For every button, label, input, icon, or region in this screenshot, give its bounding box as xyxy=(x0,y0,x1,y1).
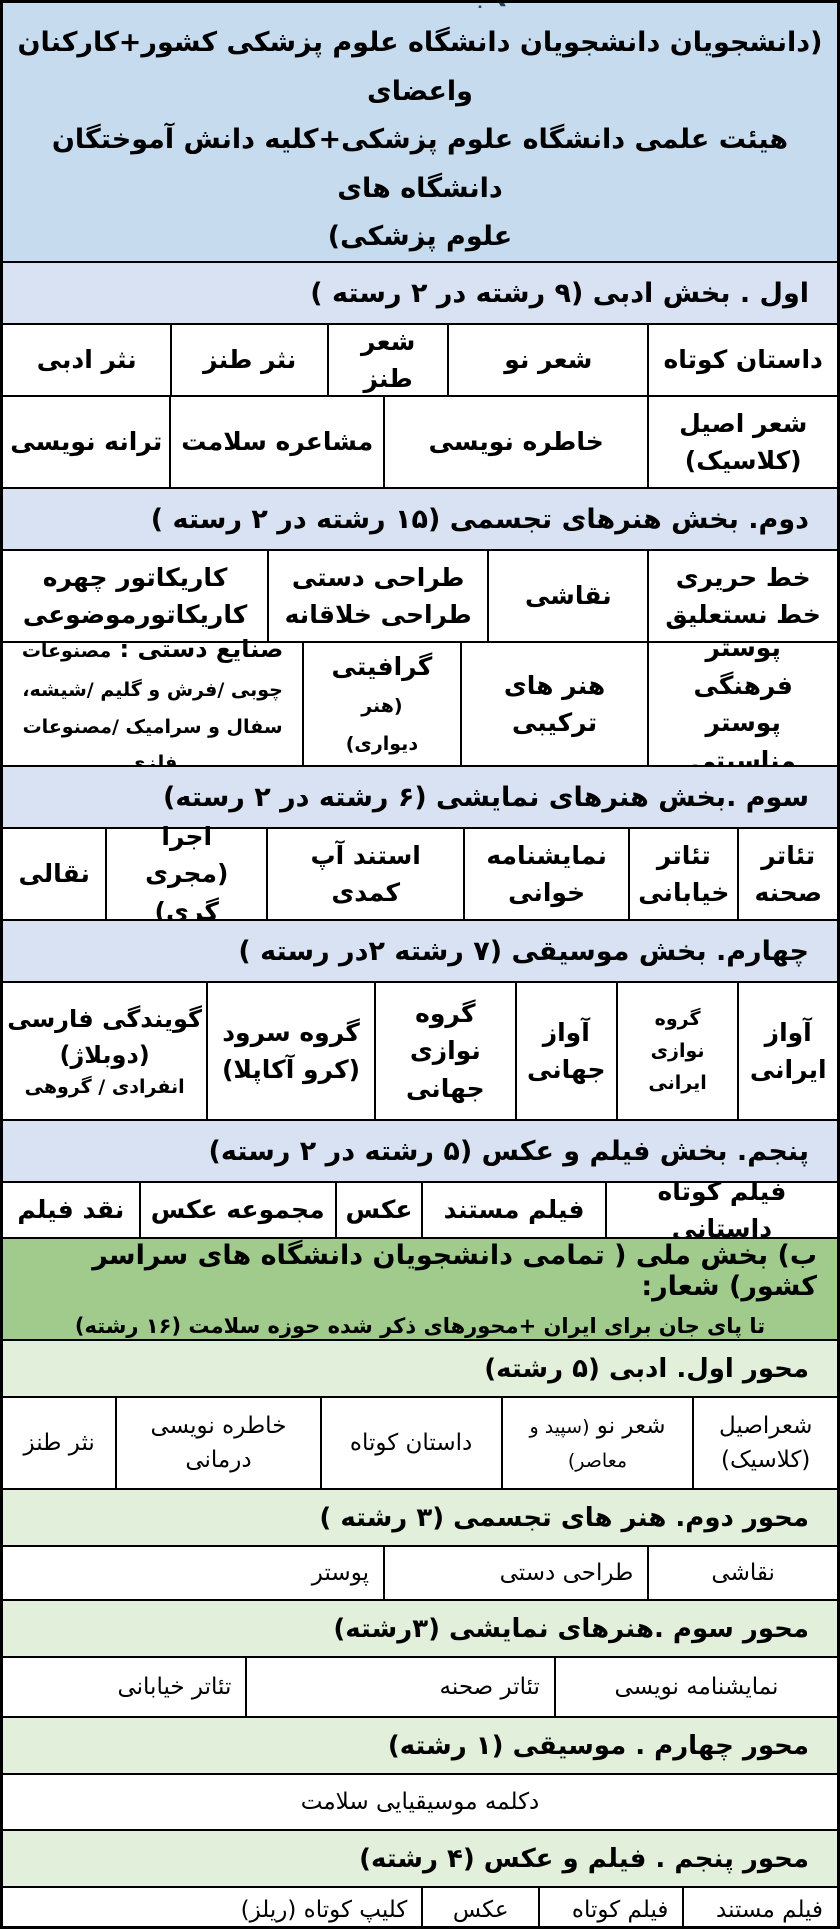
category-cell: نثر طنز xyxy=(3,1398,118,1488)
category-cell: تئاتر خیابانی xyxy=(3,1658,248,1716)
category-cell: گروه نوازی جهانی xyxy=(375,983,517,1119)
category-cell: پوستر فرهنگی پوستر مناسبتی xyxy=(649,633,837,775)
category-cell: نقد فیلم xyxy=(3,1183,141,1237)
category-cell: استند آپ کمدی xyxy=(268,829,466,919)
category-cell: شعر نو (سپید و معاصر) xyxy=(502,1398,695,1488)
section-b3-header: محور سوم .هنرهای نمایشی (۳رشته) xyxy=(3,1599,837,1656)
section-a5-row-1: فیلم کوتاه داستانی فیلم مستند عکس مجموعه… xyxy=(3,1177,837,1243)
section-b2-header: محور دوم. هنر های تجسمی (۳ رشته ) xyxy=(3,1488,837,1545)
section-b-header: ب) بخش ملی ( تمامی دانشجویان دانشگاه های… xyxy=(3,1237,837,1339)
category-cell: نقالی xyxy=(3,829,108,919)
category-cell: دکلمه موسیقیایی سلامت xyxy=(3,1775,837,1829)
intro-description: (دانشجویان دانشجویان دانشگاه علوم پزشکی … xyxy=(17,27,823,253)
section-b5-row-1: فیلم مستند فیلم کوتاه عکس کلیپ کوتاه (ری… xyxy=(3,1886,837,1926)
section-a3-header: سوم .بخش هنرهای نمایشی (۶ رشته در ۲ رسته… xyxy=(3,765,837,827)
category-cell: گویندگی فارسی (دوبلاژ) انفرادی / گروهی xyxy=(3,983,209,1119)
category-cell: آواز جهانی xyxy=(516,983,618,1119)
category-cell: شعر نو xyxy=(449,325,650,395)
section-a4-header: چهارم. بخش موسیقی (۷ رشته ۲در رسته ) xyxy=(3,919,837,981)
section-a4-row-1: آواز ایرانی گروه نوازی ایرانی آواز جهانی… xyxy=(3,981,837,1119)
section-b4-header: محور چهارم . موسیقی (۱ رشته) xyxy=(3,1716,837,1773)
category-cell: نثر ادبی xyxy=(3,325,173,395)
section-b4-row-1: دکلمه موسیقیایی سلامت xyxy=(3,1773,837,1829)
category-cell: نقاشی xyxy=(649,1547,837,1599)
section-b3-row-1: نمایشنامه نویسی تئاتر صحنه تئاتر خیابانی xyxy=(3,1656,837,1716)
section-b-slogan-line: تا پای جان برای ایران +محورهای ذکر شده ح… xyxy=(74,1314,766,1338)
category-cell: تئاتر صحنه xyxy=(739,829,837,919)
section-a2-row-1: خط حریری خط نستعلیق نقاشی طراحی دستی طرا… xyxy=(3,549,837,641)
category-cell: صنایع دستی : مصنوعات چوبی /فرش و گلیم /ش… xyxy=(3,635,305,774)
category-cell: اجرا (مجری گری) xyxy=(107,822,269,926)
category-cell: عکس xyxy=(423,1888,541,1926)
category-cell: فیلم مستند xyxy=(423,1183,607,1237)
section-b5-header: محور پنجم . فیلم و عکس (۴ رشته) xyxy=(3,1829,837,1886)
category-cell: کلیپ کوتاه (ریلز) xyxy=(3,1888,424,1926)
category-cell: نمایشنامه خوانی xyxy=(465,829,631,919)
category-cell: گرافیتی (هنر دیواری) xyxy=(304,643,462,765)
category-cell: فیلم کوتاه xyxy=(540,1888,685,1926)
section-a1-row-1: داستان کوتاه شعر نو شعر طنز نثر طنز نثر … xyxy=(3,323,837,395)
category-cell: شعراصیل (کلاسیک) xyxy=(694,1398,837,1488)
section-b-title-line: ب) بخش ملی ( تمامی دانشجویان دانشگاه های… xyxy=(92,1240,817,1302)
section-a1-header: اول . بخش ادبی (۹ رشته در ۲ رسته ) xyxy=(3,261,837,323)
section-a2-header: دوم. بخش هنرهای تجسمی (۱۵ رشته در ۲ رسته… xyxy=(3,487,837,549)
section-a5-header: پنجم. بخش فیلم و عکس (۵ رشته در ۲ رسته) xyxy=(3,1119,837,1181)
category-cell: طراحی دستی طراحی خلاقانه xyxy=(269,551,490,641)
category-cell: گروه نوازی ایرانی xyxy=(617,983,740,1119)
category-cell: فیلم مستند xyxy=(684,1888,837,1926)
category-cell: ترانه نویسی xyxy=(3,397,172,487)
intro-block: الف)جامعه سلامت (دانشجویان دانشجویان دان… xyxy=(3,3,837,293)
category-cell: طراحی دستی xyxy=(384,1547,650,1599)
category-cell: خط حریری خط نستعلیق xyxy=(649,551,837,641)
category-cell: نثر طنز xyxy=(172,325,330,395)
category-cell: عکس xyxy=(336,1183,424,1237)
intro-title: الف)جامعه سلامت xyxy=(267,3,574,11)
section-b1-header: محور اول. ادبی (۵ رشته) xyxy=(3,1339,837,1396)
category-cell: هنر های ترکیبی xyxy=(461,643,650,765)
category-cell: شعر طنز xyxy=(329,325,450,395)
category-cell: تئاتر صحنه xyxy=(247,1658,556,1716)
category-cell: مجموعه عکس xyxy=(140,1183,337,1237)
category-cell: داستان کوتاه xyxy=(649,325,837,395)
section-b1-row-1: شعراصیل (کلاسیک) شعر نو (سپید و معاصر) د… xyxy=(3,1396,837,1488)
category-cell: تئاتر خیابانی xyxy=(630,829,740,919)
category-cell: مشاعره سلامت xyxy=(171,397,385,487)
category-cell: کاریکاتور چهره کاریکاتورموضوعی xyxy=(3,551,270,641)
section-a1-row-2: شعر اصیل (کلاسیک) خاطره نویسی مشاعره سلا… xyxy=(3,395,837,487)
category-cell: پوستر xyxy=(3,1547,385,1599)
category-cell: خاطره نویسی درمانی xyxy=(117,1398,322,1488)
section-a3-row-1: تئاتر صحنه تئاتر خیابانی نمایشنامه خوانی… xyxy=(3,822,837,926)
category-cell: نقاشی xyxy=(489,551,650,641)
category-cell: شعر اصیل (کلاسیک) xyxy=(649,397,837,487)
category-cell: فیلم کوتاه داستانی xyxy=(606,1177,837,1243)
section-b2-row-1: نقاشی طراحی دستی پوستر xyxy=(3,1545,837,1599)
category-cell: داستان کوتاه xyxy=(321,1398,503,1488)
section-a2-row-2: پوستر فرهنگی پوستر مناسبتی هنر های ترکیب… xyxy=(3,633,837,775)
category-cell: گروه سرود (کرو آکاپلا) xyxy=(208,983,376,1119)
category-cell: آواز ایرانی xyxy=(739,983,837,1119)
category-cell: نمایشنامه نویسی xyxy=(555,1658,837,1716)
category-cell: خاطره نویسی xyxy=(384,397,650,487)
